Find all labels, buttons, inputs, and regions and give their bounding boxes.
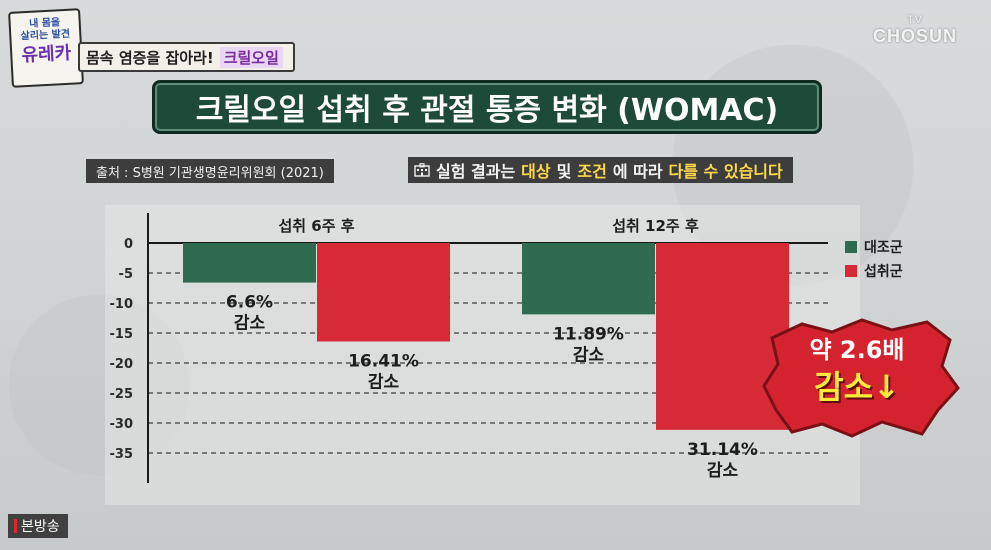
source-caption: 출처 : S병원 기관생명윤리위원회 (2021) <box>86 159 334 183</box>
data-label-unit: 감소 <box>707 461 739 481</box>
notice-part-1: 실험 결과는 <box>436 162 516 181</box>
y-tick-label: -35 <box>110 447 134 462</box>
y-tick-label: 0 <box>124 237 133 252</box>
legend-label: 대조군 <box>864 240 903 256</box>
stamp-line-1: 약 2.6배 <box>809 336 905 364</box>
data-label-unit: 감소 <box>368 372 400 392</box>
data-label-value: 11.89% <box>553 324 624 344</box>
down-arrow-icon: ↓ <box>873 368 900 406</box>
chart-title: 크릴오일 섭취 후 관절 통증 변화 (WOMAC) <box>152 80 822 134</box>
y-tick-label: -30 <box>110 417 134 432</box>
topic-accent: 크릴오일 <box>219 46 283 68</box>
notice-part-5: 에 따라 <box>612 162 663 181</box>
category-label: 섭취 6주 후 <box>278 217 354 235</box>
data-label-value: 6.6% <box>226 293 273 313</box>
data-label-value: 16.41% <box>348 351 419 371</box>
notice-part-4: 조건 <box>577 162 607 181</box>
topic-text: 몸속 염증을 잡아라! <box>86 48 214 67</box>
y-tick-label: -10 <box>110 297 134 312</box>
stamp-burst-shape <box>762 318 960 438</box>
badge-text: 본방송 <box>21 519 60 535</box>
reduction-stamp: 약 2.6배 감소↓ <box>762 318 962 438</box>
bar-control <box>183 243 316 283</box>
hospital-icon <box>414 163 430 177</box>
data-label-value: 31.14% <box>687 440 758 460</box>
category-label: 섭취 12주 후 <box>612 217 699 235</box>
stamp-line-2: 감소↓ <box>762 362 952 408</box>
notice-part-2: 대상 <box>521 162 551 181</box>
broadcaster-name: CHOSUN <box>872 26 957 46</box>
y-tick-label: -20 <box>110 357 134 372</box>
stamp-line-2-text: 감소 <box>814 368 874 406</box>
data-label-unit: 감소 <box>234 314 266 334</box>
bar-krill <box>317 243 450 342</box>
broadcaster-tv: TV <box>906 14 924 26</box>
notice-part-6: 다를 수 있습니다 <box>668 162 783 181</box>
y-tick-label: -15 <box>110 327 134 342</box>
broadcaster-logo: TV CHOSUN <box>873 14 957 46</box>
notice-caption: 실험 결과는 대상 및 조건 에 따라 다를 수 있습니다 <box>408 157 793 183</box>
legend-label: 섭취군 <box>864 264 903 280</box>
legend-swatch <box>845 241 857 253</box>
badge-marker <box>14 519 17 533</box>
bar-control <box>522 243 655 315</box>
bar-krill <box>656 243 789 430</box>
broadcast-badge: 본방송 <box>8 514 68 538</box>
y-tick-label: -5 <box>119 267 133 282</box>
y-tick-label: -25 <box>110 387 134 402</box>
legend-swatch <box>845 265 857 277</box>
topic-banner: 몸속 염증을 잡아라! 크릴오일 <box>78 42 295 72</box>
notice-part-3: 및 <box>556 162 572 181</box>
data-label-unit: 감소 <box>573 345 605 365</box>
